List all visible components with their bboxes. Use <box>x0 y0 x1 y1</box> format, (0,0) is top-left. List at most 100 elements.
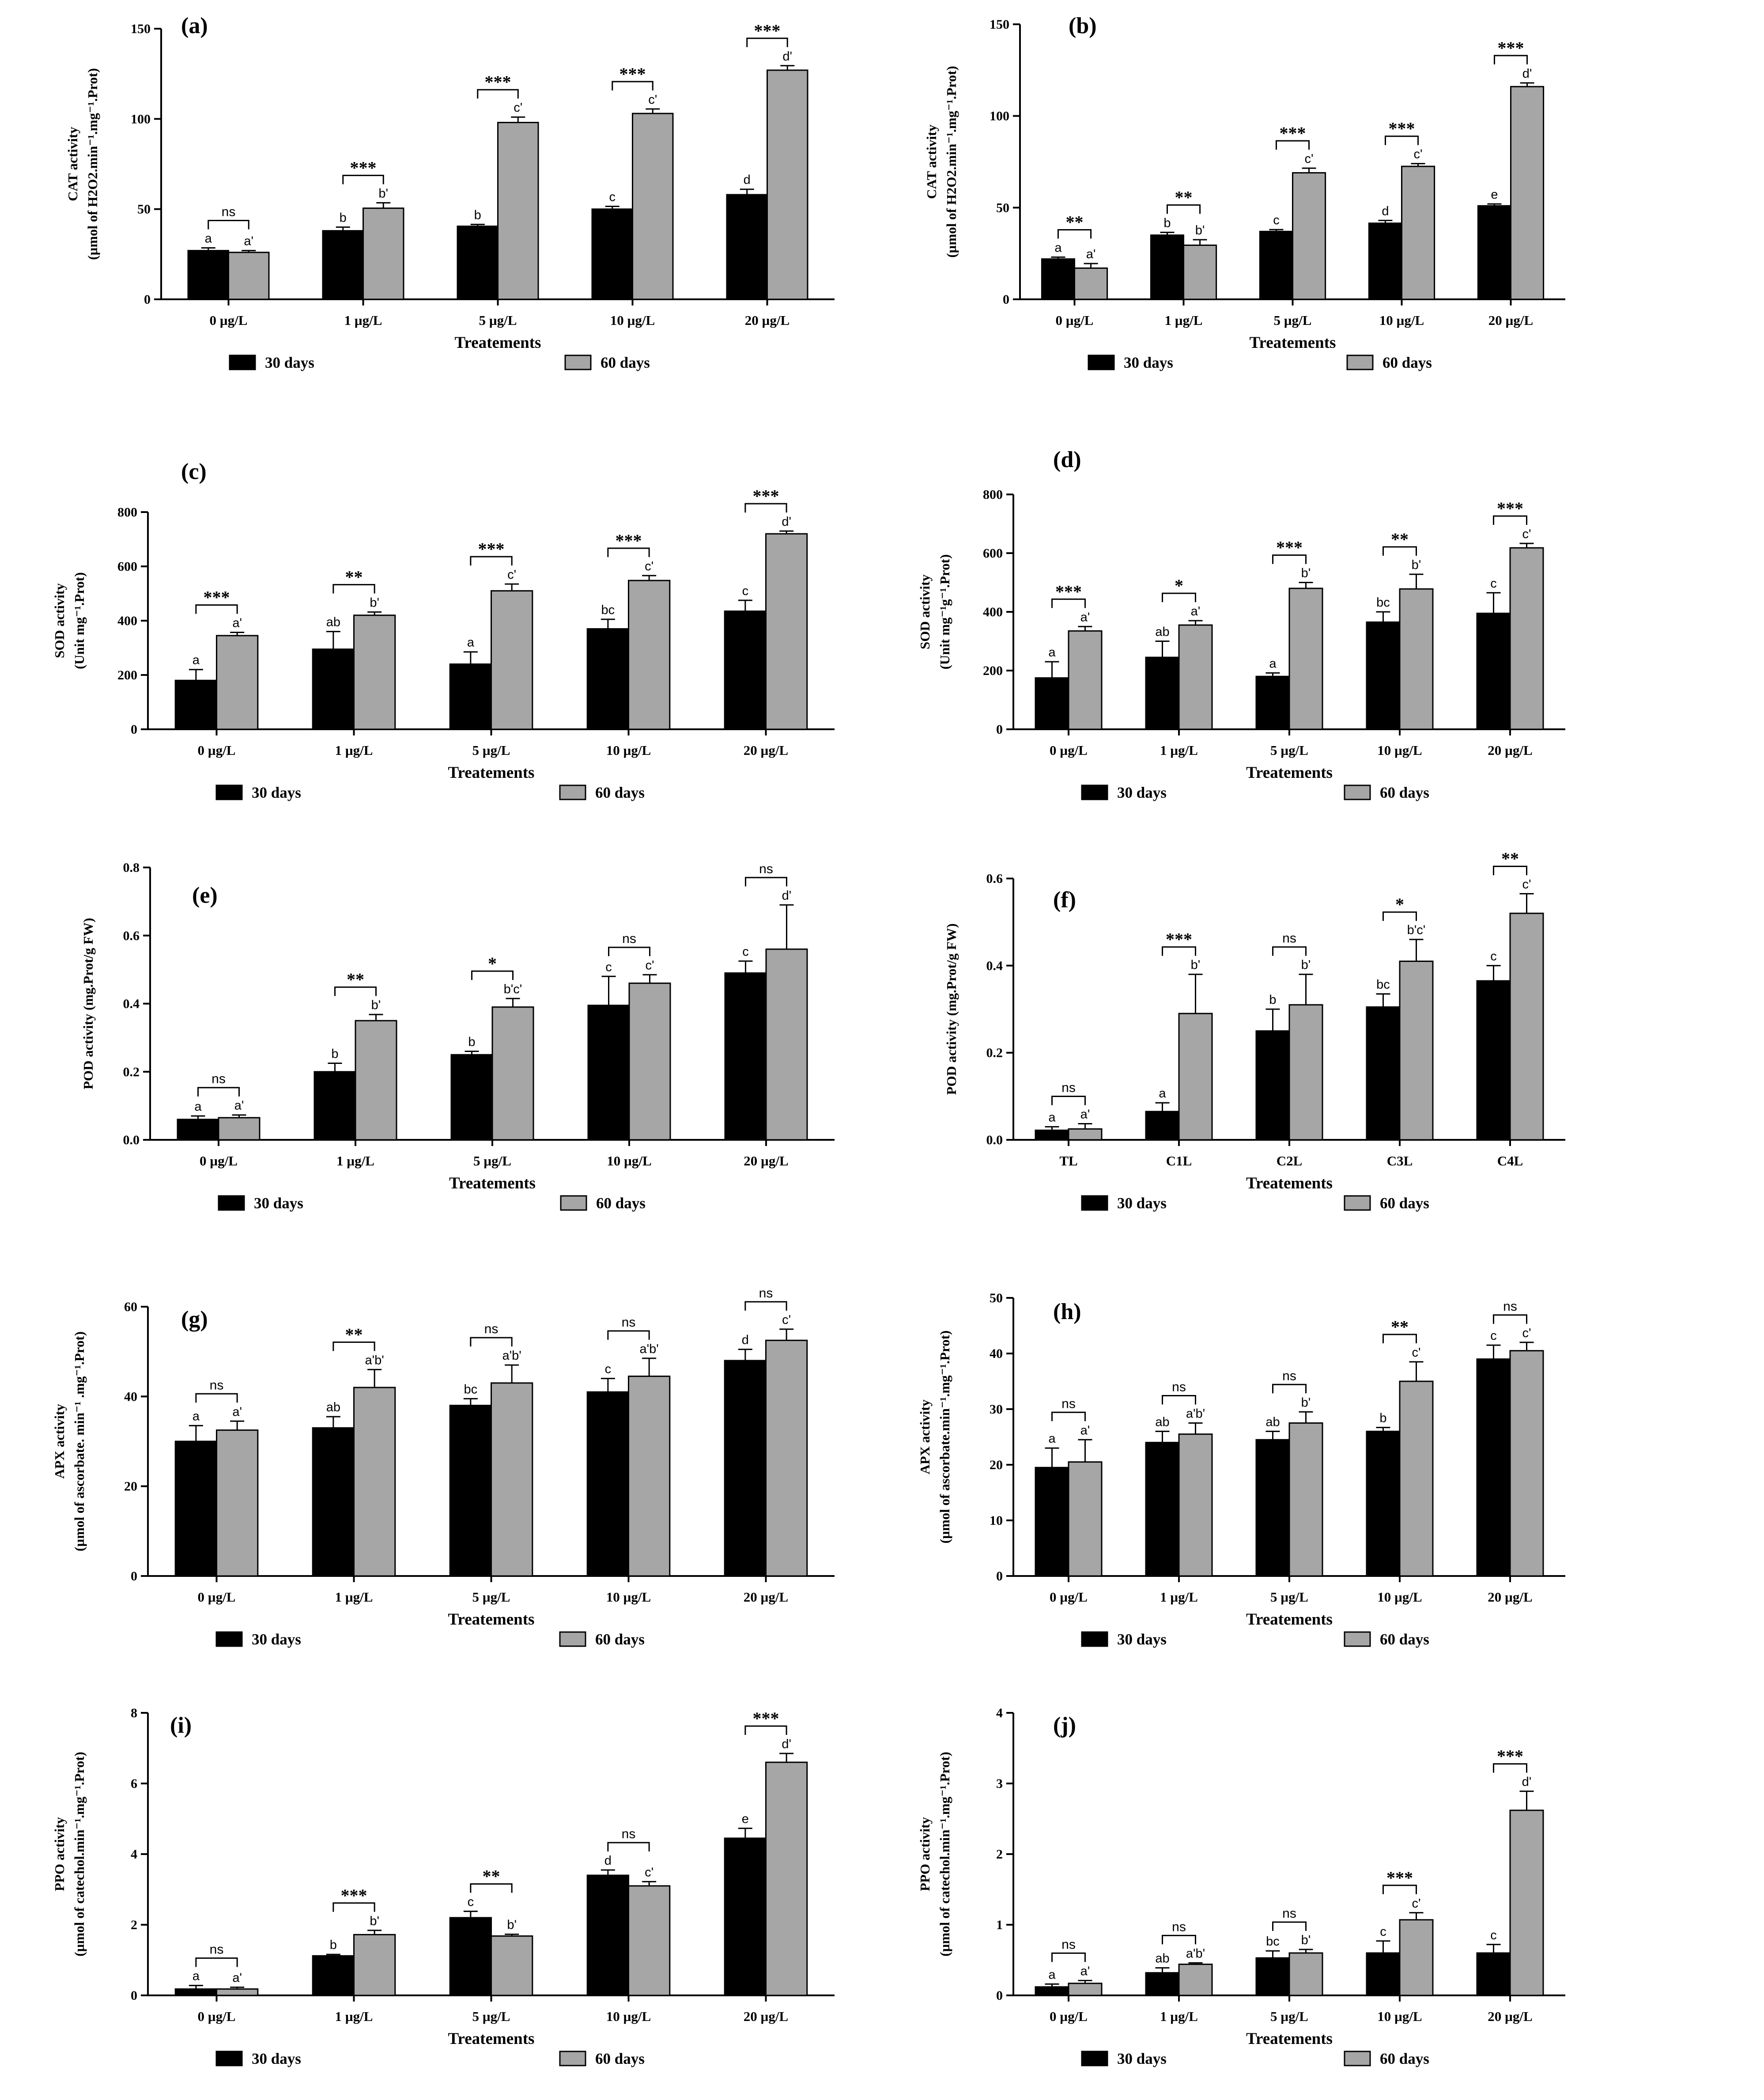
bar-60-days <box>1509 912 1544 1141</box>
y-tick-label: 0 <box>144 292 151 307</box>
bar-60-days <box>353 1934 396 1996</box>
bar-30-days <box>1035 1129 1069 1141</box>
bar-30-days <box>1145 656 1180 730</box>
significance-letter: b' <box>507 1918 517 1932</box>
significance-marker: *** <box>1497 1746 1523 1766</box>
significance-bracket <box>470 1883 513 1893</box>
significance-letter: c <box>742 945 749 959</box>
legend-label-30-days: 30 days <box>1124 354 1173 371</box>
significance-marker: *** <box>753 486 779 506</box>
significance-letter: d <box>744 173 751 187</box>
y-tick-label: 50 <box>996 200 1009 215</box>
bar-30-days <box>1035 677 1069 730</box>
bar-60-days <box>353 1387 396 1577</box>
significance-letter: a <box>1054 241 1062 255</box>
significance-marker: ns <box>210 1942 224 1957</box>
x-tick-label: 0 µg/L <box>198 2009 236 2024</box>
significance-letter: d' <box>782 515 791 529</box>
bar-30-days <box>724 1360 767 1577</box>
significance-bracket <box>744 503 787 513</box>
significance-letter: d' <box>1522 67 1532 81</box>
significance-bracket <box>195 1957 238 1967</box>
significance-marker: *** <box>1389 119 1415 139</box>
y-axis-title: (Unit mg⁻¹.Prot) <box>72 572 87 669</box>
bar-60-days <box>1292 172 1326 300</box>
bar-30-days <box>586 1874 629 1996</box>
significance-letter: c' <box>645 1865 653 1879</box>
y-tick-label: 40 <box>124 1389 137 1404</box>
y-tick-label: 40 <box>990 1346 1003 1361</box>
bar-60-days <box>491 1935 533 1996</box>
significance-marker: ns <box>484 1322 499 1336</box>
significance-marker: ns <box>759 1286 773 1301</box>
x-tick-label: 1 µg/L <box>335 743 373 758</box>
y-axis-title: PPO activity <box>917 1817 933 1891</box>
significance-letter: a <box>1048 1110 1056 1124</box>
bar-30-days <box>586 1391 629 1577</box>
x-tick-label: 1 µg/L <box>1160 2009 1198 2024</box>
significance-bracket <box>471 970 514 980</box>
y-tick-label: 60 <box>124 1300 137 1314</box>
bar-30-days <box>1255 1957 1290 1996</box>
y-tick-label: 0.2 <box>123 1065 140 1079</box>
significance-bracket <box>607 547 650 557</box>
significance-letter: b' <box>1301 1933 1311 1947</box>
x-tick-label: 0 µg/L <box>1050 743 1088 758</box>
y-tick-label: 4 <box>131 1847 137 1862</box>
bar-30-days <box>1366 1430 1401 1577</box>
chart-panel-a: 0 50 100 150 CAT activity (µmol of H2O2.min⁻¹… <box>65 13 835 371</box>
y-tick-label: 20 <box>124 1479 137 1494</box>
bar-30-days <box>724 610 767 730</box>
significance-marker: *** <box>204 587 230 607</box>
x-tick-label: 10 µg/L <box>606 2009 651 2024</box>
significance-letter: c' <box>1412 1896 1420 1911</box>
significance-marker: *** <box>341 1885 367 1905</box>
bar-30-days <box>174 1988 218 1996</box>
significance-bracket <box>342 174 384 185</box>
bar-60-days <box>1068 1983 1103 1996</box>
y-tick-label: 150 <box>131 22 151 36</box>
bar-30-days <box>724 1837 767 1996</box>
significance-letter: a' <box>1080 1107 1090 1121</box>
significance-bracket <box>607 1842 650 1851</box>
x-axis-title: Treatements <box>1246 764 1333 782</box>
bar-30-days <box>591 208 633 300</box>
significance-bracket <box>1272 1921 1307 1931</box>
y-axis-title: POD activity (mg.Prot/g FW) <box>944 924 959 1095</box>
legend-swatch-60-days <box>564 354 592 370</box>
significance-marker: *** <box>1276 538 1303 558</box>
bar-60-days <box>1288 1004 1323 1141</box>
significance-letter: c' <box>1522 527 1531 541</box>
y-tick-label: 0.0 <box>123 1133 140 1147</box>
bar-60-days <box>1509 547 1544 730</box>
y-axis-title: POD activity (mg.Prot/g FW) <box>80 918 96 1090</box>
y-tick-label: 0 <box>131 1988 137 2003</box>
significance-bracket <box>1272 946 1307 956</box>
x-axis-title: Treatements <box>448 2030 535 2048</box>
significance-bracket <box>612 81 653 90</box>
x-tick-label: 10 µg/L <box>1377 2009 1422 2024</box>
chart-panel-b: 0 50 100 150 CAT activity (µmol of H2O2.min⁻¹… <box>924 13 1565 371</box>
x-tick-label: 20 µg/L <box>1488 313 1533 328</box>
y-axis-title: APX activity <box>917 1399 933 1474</box>
significance-letter: a' <box>232 1405 242 1419</box>
legend-swatch-30-days <box>218 1195 245 1211</box>
significance-letter: a <box>1048 1968 1056 1982</box>
bar-30-days <box>1145 1442 1180 1577</box>
x-tick-label: TL <box>1059 1153 1077 1169</box>
significance-marker: * <box>488 954 497 973</box>
bar-60-days <box>1178 624 1213 730</box>
significance-letter: a'b' <box>502 1349 521 1363</box>
significance-letter: ab <box>1155 625 1169 639</box>
significance-letter: d <box>742 1333 749 1347</box>
legend-label-60-days: 60 days <box>595 2050 645 2067</box>
bar-60-days <box>628 1376 671 1577</box>
panel-label: (e) <box>192 883 218 908</box>
significance-letter: b' <box>1191 958 1201 972</box>
y-tick-label: 6 <box>131 1776 137 1791</box>
x-tick-label: 20 µg/L <box>744 1589 788 1605</box>
bar-60-days <box>765 1761 808 1996</box>
panel-label: (j) <box>1053 1713 1076 1738</box>
significance-letter: b <box>1163 216 1171 230</box>
bar-60-days <box>1178 1433 1213 1577</box>
